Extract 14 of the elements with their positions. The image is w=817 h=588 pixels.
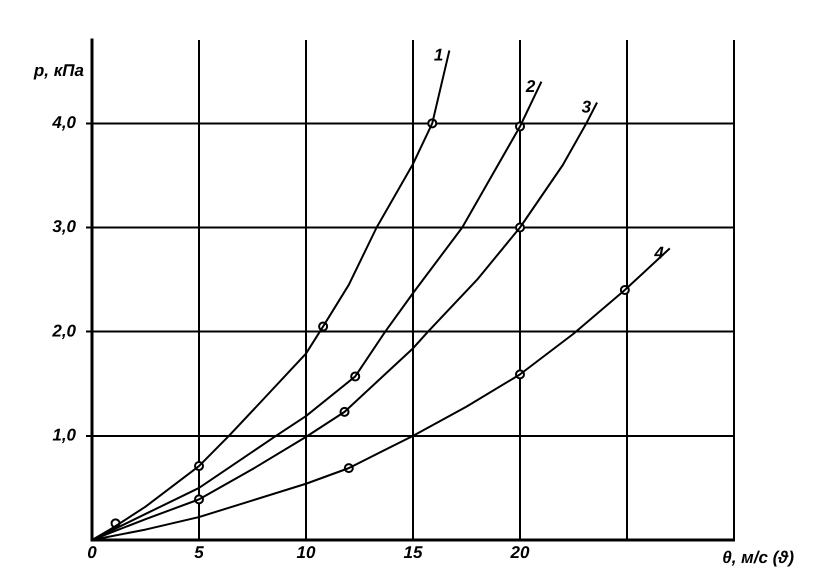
y-tick-label: 4,0 bbox=[51, 113, 77, 132]
x-tick-label: 10 bbox=[296, 542, 316, 562]
x-tick-label: 0 bbox=[87, 542, 98, 562]
y-tick-label: 2,0 bbox=[51, 321, 77, 340]
x-tick-label: 15 bbox=[404, 542, 423, 562]
y-axis-title: p, кПа bbox=[32, 61, 84, 80]
series-label: 2 bbox=[524, 76, 536, 96]
y-tick-label: 3,0 bbox=[52, 217, 77, 236]
x-axis-title: θ, м/с (ϑ) bbox=[722, 548, 794, 568]
series-label: 1 bbox=[434, 46, 444, 65]
x-tick-label: 20 bbox=[510, 542, 530, 562]
series-label: 3 bbox=[582, 98, 592, 117]
y-tick-label: 1,0 bbox=[52, 426, 77, 445]
x-tick-label: 5 bbox=[194, 542, 204, 562]
